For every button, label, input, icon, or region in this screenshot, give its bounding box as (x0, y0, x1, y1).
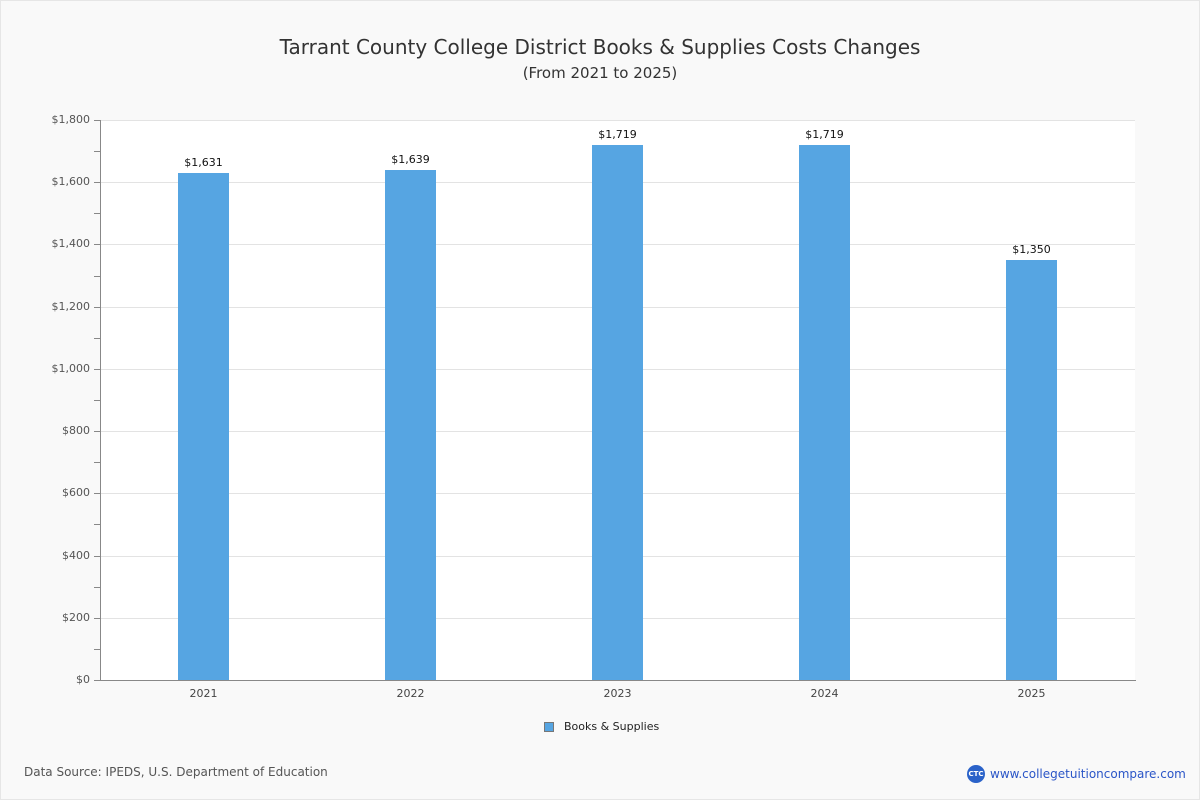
bar-value-label: $1,350 (1012, 243, 1051, 256)
site-link[interactable]: www.collegetuitioncompare.com (990, 767, 1186, 781)
y-tick (94, 617, 100, 619)
ctc-logo-icon: CTC (967, 765, 985, 783)
chart-title: Tarrant County College District Books & … (279, 35, 921, 59)
x-tick-label: 2023 (603, 687, 632, 700)
y-minor-tick (94, 151, 100, 153)
y-minor-tick (94, 586, 100, 588)
x-tick-label: 2025 (1017, 687, 1046, 700)
bar-2023[interactable] (592, 145, 643, 680)
y-tick (94, 182, 100, 184)
y-tick-label: $200 (62, 610, 90, 624)
y-tick (94, 431, 100, 433)
y-tick-label: $600 (62, 486, 90, 500)
x-axis (100, 680, 1136, 681)
legend[interactable]: Books & Supplies (544, 720, 659, 733)
y-minor-tick (94, 400, 100, 401)
legend-swatch (544, 721, 554, 732)
bar-2021[interactable] (178, 172, 229, 680)
y-tick-label: $0 (76, 673, 90, 686)
y-tick-label: $1,400 (51, 237, 91, 251)
y-tick-label: $1,200 (51, 299, 91, 313)
bar-value-label: $1,719 (805, 128, 844, 142)
gridline (100, 120, 1135, 121)
y-minor-tick (94, 462, 100, 464)
y-tick (94, 555, 100, 557)
y-tick (94, 680, 100, 681)
chart-subtitle: (From 2021 to 2025) (522, 64, 678, 82)
bar-value-label: $1,631 (184, 155, 223, 169)
legend-label: Books & Supplies (564, 720, 660, 733)
x-tick-label: 2022 (396, 687, 425, 700)
y-minor-tick (94, 524, 100, 526)
y-tick-label: $1,000 (51, 361, 91, 375)
y-tick (94, 493, 100, 495)
y-axis (100, 120, 101, 681)
y-minor-tick (94, 337, 100, 339)
site-brand[interactable]: CTC www.collegetuitioncompare.com (967, 765, 1186, 783)
bar-2024[interactable] (799, 145, 850, 680)
y-tick-label: $1,600 (51, 175, 91, 189)
y-tick (94, 368, 100, 370)
bar-value-label: $1,639 (391, 153, 430, 167)
y-tick (94, 120, 100, 121)
bar-value-label: $1,719 (598, 128, 637, 142)
y-tick (94, 244, 100, 246)
bar-2025[interactable] (1006, 260, 1057, 680)
y-minor-tick (94, 648, 100, 650)
x-tick-label: 2024 (810, 687, 839, 700)
y-minor-tick (94, 275, 100, 277)
y-tick-label: $400 (62, 548, 90, 562)
y-tick-label: $800 (62, 424, 90, 438)
y-minor-tick (94, 213, 100, 215)
bar-2022[interactable] (385, 170, 436, 680)
data-source: Data Source: IPEDS, U.S. Department of E… (24, 765, 328, 779)
y-tick-label: $1,800 (51, 113, 91, 126)
y-tick (94, 306, 100, 308)
x-tick-label: 2021 (189, 687, 218, 700)
